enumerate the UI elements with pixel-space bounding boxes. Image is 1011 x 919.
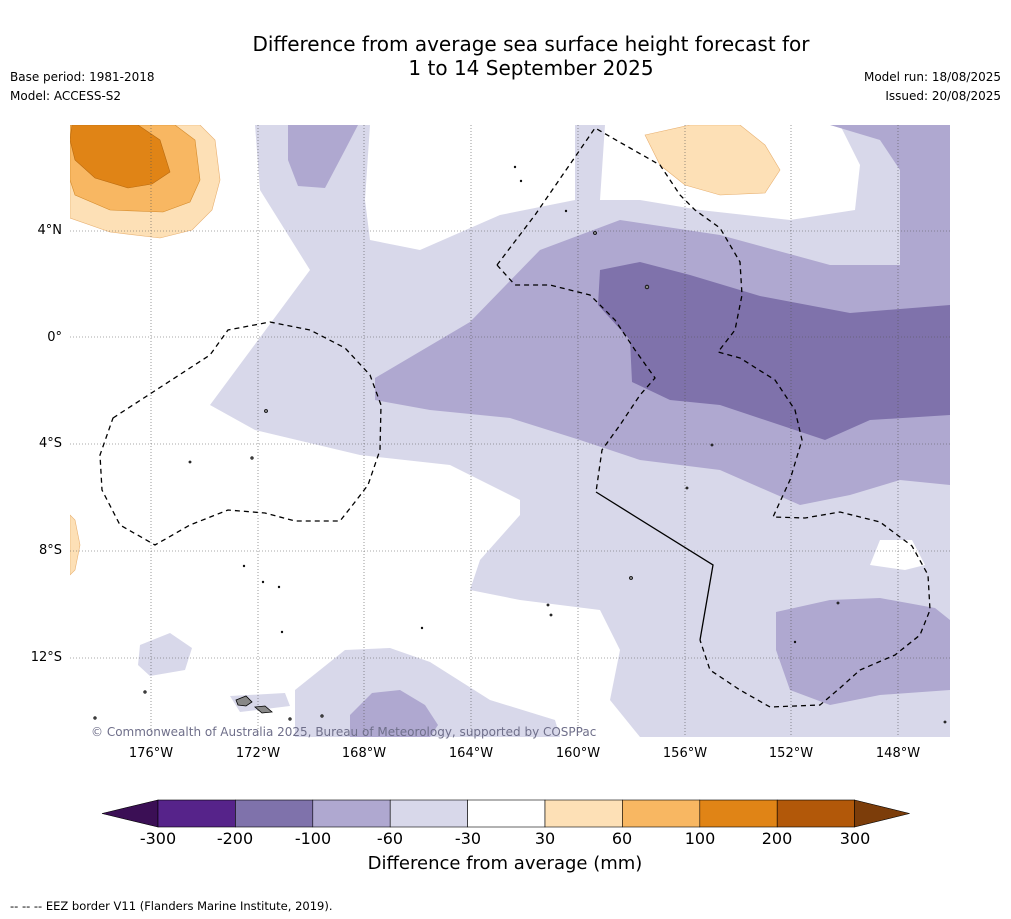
colorbar-tick: -100 [294,829,332,848]
anomaly-zone-positive [70,125,171,189]
colorbar-tick: 60 [611,829,633,848]
lon-label-156w: 156°W [662,746,708,761]
title-line-1: Difference from average sea surface heig… [252,32,810,56]
meta-left: Base period: 1981-2018 Model: ACCESS-S2 [10,68,155,106]
anomaly-band-medium [350,690,438,737]
lon-label-160w: 160°W [555,746,601,761]
lon-label-172w: 172°W [235,746,281,761]
anomaly-band-medium [288,125,358,188]
lat-label-0: 0° [47,330,62,345]
anomaly-zone-neutral [70,125,640,737]
anomaly-band-medium [776,598,950,705]
colorbar-segment [157,799,236,828]
colorbar-title: Difference from average (mm) [367,853,643,874]
map-title: Difference from average sea surface heig… [200,32,862,80]
eez-border [99,127,931,708]
model-run: Model run: 18/08/2025 [863,70,1001,84]
anomaly-zone-positive [644,125,781,196]
graticule [70,125,950,737]
lat-label-4n: 4°N [37,223,63,238]
model-name: Model: ACCESS-S2 [10,89,122,103]
base-period: Base period: 1981-2018 [10,70,155,84]
title-line-2: 1 to 14 September 2025 [408,56,654,80]
colorbar-segment [622,799,701,828]
colorbar [101,799,910,828]
anomaly-band-light [138,633,192,676]
colorbar-tick: 30 [534,829,556,848]
colorbar-tick: 300 [839,829,871,848]
anomaly-band-dark [598,262,950,440]
copyright-notice: © Commonwealth of Australia 2025, Bureau… [91,725,596,739]
colorbar-extend-low [101,799,159,828]
colorbar-segment [544,799,623,828]
lon-label-152w: 152°W [768,746,814,761]
lon-label-148w: 148°W [875,746,921,761]
colorbar-tick: -60 [376,829,404,848]
lon-label-176w: 176°W [128,746,174,761]
islands [93,165,947,724]
anomaly-zone-neutral [870,540,925,570]
colorbar-segment [467,799,546,828]
colorbar-segment [312,799,391,828]
colorbar-segment [389,799,468,828]
issued-date: Issued: 20/08/2025 [885,89,1001,103]
lat-label-4s: 4°S [38,436,62,451]
colorbar-segment [776,799,855,828]
map-area [70,125,950,737]
anomaly-zone-neutral [365,125,575,250]
eez-border-solid [595,491,714,641]
colorbar-segment [699,799,778,828]
meta-right: Model run: 18/08/2025 Issued: 20/08/2025 [864,68,1001,106]
colorbar-tick: 100 [684,829,716,848]
colorbar-tick: 200 [761,829,793,848]
lon-label-164w: 164°W [448,746,494,761]
colorbar-tick: -200 [216,829,254,848]
lat-label-8s: 8°S [38,543,62,558]
colorbar-tick: -300 [139,829,177,848]
lat-label-12s: 12°S [30,650,62,665]
anomaly-zone-positive [70,514,81,576]
lon-label-168w: 168°W [341,746,387,761]
colorbar-tick: -30 [454,829,482,848]
colorbar-segment [235,799,314,828]
colorbar-extend-high [854,799,910,828]
eez-footnote: -- -- -- EEZ border V11 (Flanders Marine… [10,899,333,913]
